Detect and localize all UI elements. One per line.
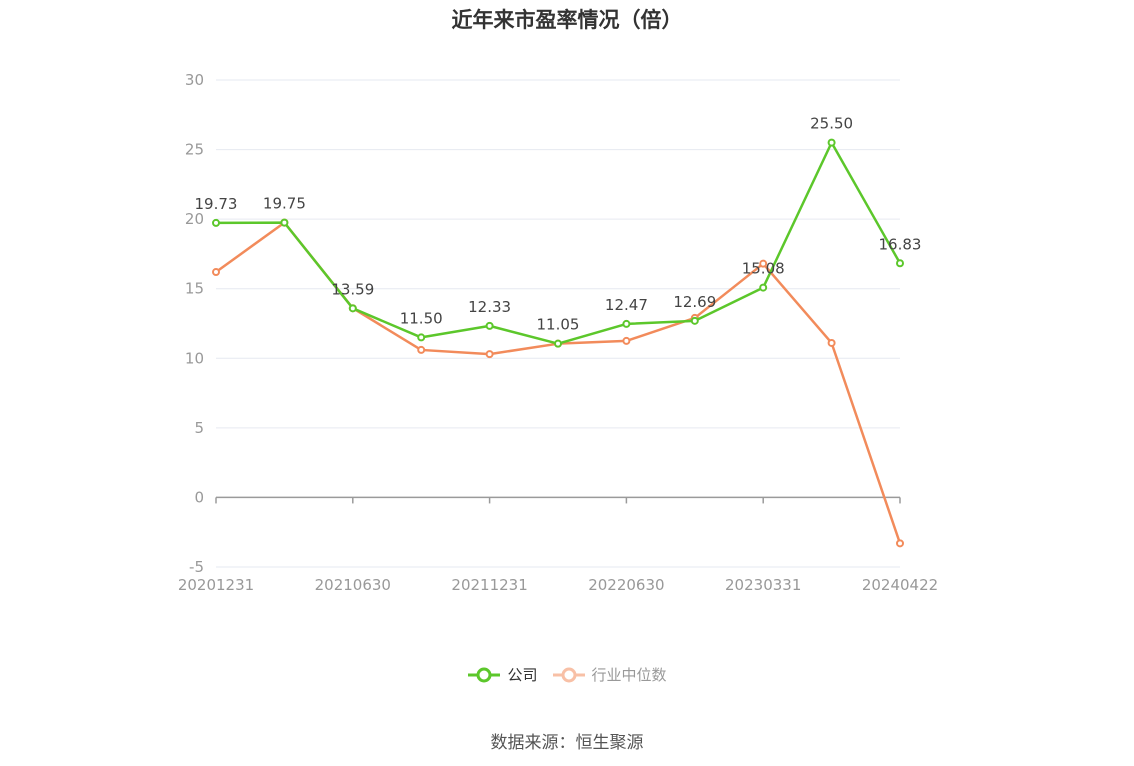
series-company — [212, 138, 904, 348]
data-point — [827, 338, 836, 347]
data-point — [485, 350, 494, 359]
y-axis: 30 25 20 15 10 5 0 -5 — [185, 71, 204, 576]
chart-title: 近年来市盈率情况（倍） — [451, 8, 683, 32]
data-point — [554, 339, 562, 348]
data-point — [827, 138, 836, 147]
data-labels: 19.73 19.75 13.59 11.50 12.33 11.05 12.47 12.69… — [195, 115, 922, 334]
y-tick-label: 0 — [194, 488, 204, 506]
legend-industry-label: 行业中位数 — [591, 666, 667, 684]
data-label: 25.50 — [810, 115, 853, 133]
series-line — [215, 221, 902, 544]
x-axis: 20201231 20210630 20211231 20220630 20230331… — [178, 496, 938, 594]
x-tick-label: 20201231 — [178, 576, 254, 594]
data-point — [212, 218, 220, 227]
legend-industry-icon — [552, 667, 585, 682]
data-label: 12.69 — [673, 293, 716, 311]
data-point — [212, 268, 220, 277]
data-point — [896, 539, 904, 548]
grid-lines — [216, 79, 900, 568]
data-point — [622, 336, 631, 345]
legend-company-icon — [468, 667, 501, 682]
x-tick-label: 20230331 — [725, 576, 801, 594]
data-label: 16.83 — [879, 235, 922, 253]
y-tick-label: 25 — [185, 141, 204, 159]
data-label: 19.73 — [195, 195, 238, 213]
legend-company-label: 公司 — [507, 666, 538, 684]
data-label: 19.75 — [263, 195, 306, 213]
data-label: 12.33 — [468, 298, 511, 316]
x-tick-label: 20220630 — [588, 576, 664, 594]
data-label: 11.50 — [400, 309, 443, 327]
data-point — [348, 304, 357, 313]
legend-item-company[interactable]: 公司 — [467, 664, 538, 685]
data-point — [417, 345, 426, 354]
y-tick-label: 10 — [185, 349, 204, 367]
data-label: 15.08 — [742, 260, 785, 278]
y-tick-label: 15 — [185, 280, 204, 298]
data-label: 11.05 — [537, 316, 580, 334]
data-point — [759, 283, 768, 292]
y-tick-label: -5 — [189, 558, 204, 576]
y-tick-label: 20 — [185, 210, 204, 228]
data-point — [622, 319, 631, 328]
x-tick-label: 20210630 — [315, 576, 391, 594]
legend-item-industry[interactable]: 行业中位数 — [552, 664, 667, 685]
data-label: 12.47 — [605, 296, 648, 314]
data-point — [280, 218, 289, 227]
data-source: 数据来源：恒生聚源 — [490, 733, 644, 753]
x-tick-label: 20240422 — [862, 576, 938, 594]
y-tick-label: 30 — [185, 71, 204, 89]
data-point — [485, 321, 494, 330]
data-point — [690, 316, 699, 325]
x-tick-label: 20211231 — [451, 576, 527, 594]
data-point — [417, 333, 426, 342]
data-point — [759, 259, 768, 268]
data-point — [896, 259, 904, 268]
data-label: 13.59 — [331, 280, 374, 298]
y-tick-label: 5 — [194, 419, 204, 437]
legend: 公司 行业中位数 — [0, 664, 1134, 685]
series-line — [215, 141, 902, 345]
